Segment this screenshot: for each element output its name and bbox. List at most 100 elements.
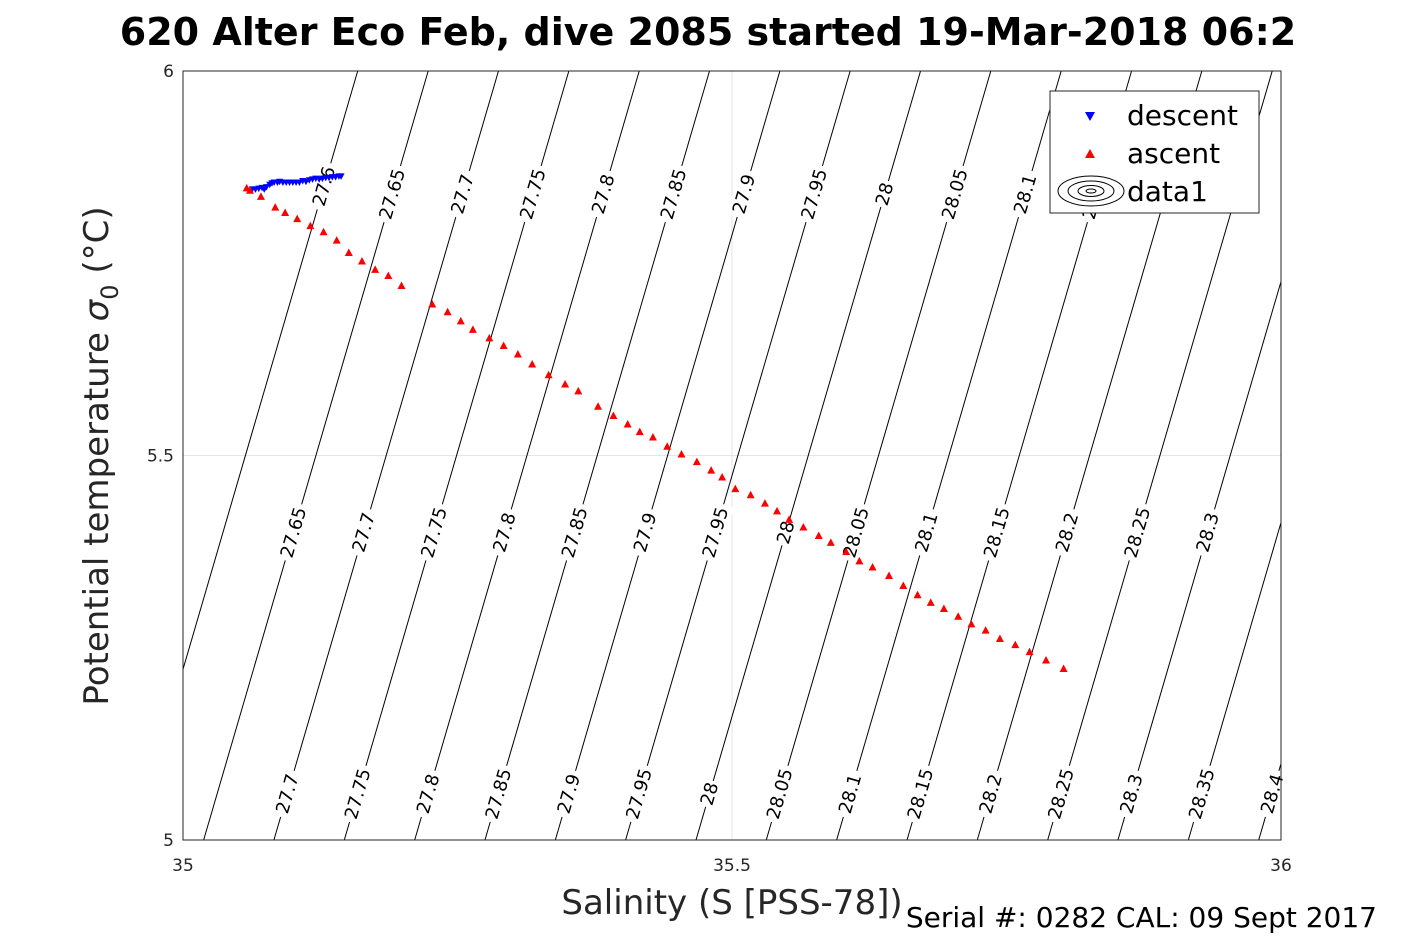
contour-label-bg [556,501,594,564]
serial-calibration-footer: Serial #: 0282 CAL: 09 Sept 2017 [906,901,1377,934]
ascent-point [293,214,302,223]
contour-label-bg [346,506,382,559]
ascent-point [397,281,406,290]
contour-label-bg [373,162,412,226]
contour-label-bg [274,501,313,564]
ascent-point [344,248,353,256]
ascent-point [306,221,315,230]
ascent-point [913,590,922,599]
legend-ascent-label: ascent [1127,137,1220,170]
contour-label-bg [837,501,875,564]
ascent-point [319,227,328,236]
ascent-point [499,341,508,350]
ascent-point [746,490,755,499]
legend: descent ascent data1 [1049,90,1260,214]
legend-box [1049,90,1260,214]
ascent-point [939,604,948,613]
y-tick-label: 5 [163,831,174,851]
contour-label-bg [586,167,621,221]
contour-label-bg [696,501,735,564]
contour-label-bg [1183,762,1221,826]
contour-label-bg [832,767,868,820]
y-axis-label-symbol: σ [77,298,117,321]
descent-point [262,184,270,191]
contour-label-bg [1118,501,1157,564]
chart-title: 620 Alter Eco Feb, dive 2085 started 19-… [120,10,1296,54]
ascent-point [528,359,537,368]
contour-label-bg [795,162,833,226]
contour-label-bg [551,767,587,820]
contour-label-bg [339,762,377,826]
ascent-point [428,300,437,308]
contour-label-bg [445,167,480,221]
legend-contour-icon [1057,175,1125,207]
legend-descent-label: descent [1127,99,1238,132]
ascent-point [799,523,808,531]
contour-label-bg [1007,167,1043,221]
isopycnal-line [1117,281,1282,841]
ascent-point [456,316,465,325]
ascent-point [485,333,494,342]
ascent-point [357,256,366,265]
contour-label-bg [620,762,658,826]
ascent-point [1042,656,1051,664]
ascent-point [773,506,782,515]
ascent-point [623,419,632,428]
ascent-point [967,619,976,628]
contour-label-bg [1042,762,1080,826]
ascent-point [1011,640,1020,649]
contour-label: 28 [870,177,899,211]
ascent-point [281,208,290,216]
ascent-point [731,484,740,493]
contour-label-bg [936,162,974,226]
y-tick-label: 5.5 [147,447,174,467]
contour-label-bg [487,506,522,559]
ascent-point [995,634,1004,643]
ascent-point [899,581,908,589]
ascent-point [926,598,935,606]
y-axis-label-subscript: 0 [96,284,124,299]
ascent-point [826,538,835,546]
x-axis-label: Salinity (S [PSS-78]) [561,883,902,923]
y-axis-label-unit: (°C) [77,206,117,284]
y-axis-label-main: Potential temperature [77,321,117,705]
series-descent [248,173,345,193]
data-series [242,173,1068,673]
ascent-point [561,379,570,388]
series-ascent [242,183,1068,673]
ascent-point [271,203,280,211]
ascent-point [594,402,603,410]
contour-label-bg [479,762,518,826]
ascent-point [760,499,769,507]
contour-label-bg [909,506,944,559]
y-tick-label: 6 [163,62,174,82]
y-axis-label: Potential temperature σ0 (°C) [77,206,124,705]
contour-label-bg [654,162,693,226]
legend-data1-label: data1 [1127,175,1208,208]
ascent-point [609,411,618,420]
contour-label-bg [726,167,762,221]
ascent-point [245,186,254,194]
contour-label-bg [627,506,663,559]
ascent-point [814,531,823,539]
ascent-point [707,466,716,474]
descent-point [337,173,345,180]
ascent-point [635,427,644,436]
ascent-point [785,515,794,523]
x-tick-label: 35 [172,856,194,876]
ascent-point [468,325,477,333]
ascent-point [384,271,393,280]
contour-label-bg [415,501,453,564]
x-tick-label: 35.5 [713,856,751,876]
ascent-point [574,386,583,395]
contour-label-bg [1190,506,1226,559]
contour-label-bg [978,501,1016,564]
ascent-point [544,370,553,379]
ascent-point [443,307,452,316]
contour-label-bg [973,767,1009,820]
ascent-point [885,571,894,579]
contour-label-bg [870,177,899,211]
contour-label-bg [695,777,724,810]
contour-label-bg [901,762,940,826]
y-axis-label-group: Potential temperature σ0 (°C) [77,206,124,705]
